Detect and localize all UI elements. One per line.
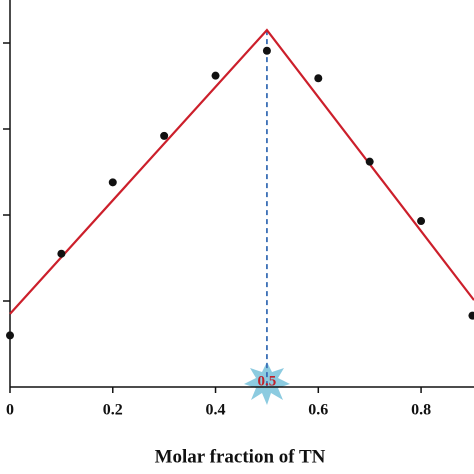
data-point	[417, 217, 426, 226]
annotation: 0.5	[258, 373, 277, 389]
data-point	[314, 74, 323, 83]
data-point	[6, 331, 14, 340]
x-axis-label: Molar fraction of TN	[155, 446, 326, 467]
x-tick-label: 0.4	[206, 402, 226, 419]
fit-line	[9, 28, 474, 315]
x-tick-label: 0	[6, 402, 14, 419]
data-point	[160, 131, 169, 140]
data-point	[262, 46, 271, 55]
data-point	[57, 249, 66, 258]
data-point	[365, 157, 374, 166]
x-tick-label: 0.2	[103, 402, 123, 419]
x-tick-label: 0.8	[411, 402, 431, 419]
data-point	[108, 178, 117, 187]
data-point	[468, 311, 474, 320]
x-tick-label: 0.6	[308, 402, 328, 419]
data-point	[211, 71, 220, 80]
